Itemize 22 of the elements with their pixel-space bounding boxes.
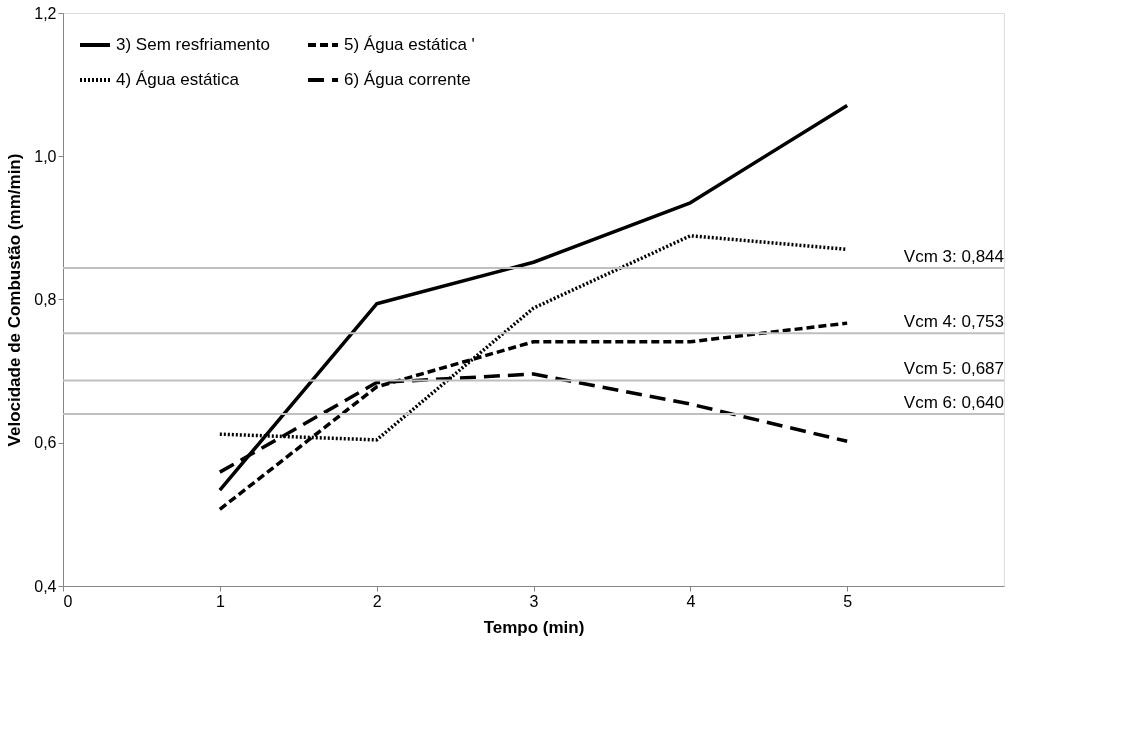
legend-label: 4) Água estática <box>116 70 240 89</box>
y-tick-label: 1,2 <box>34 4 57 22</box>
legend-label: 5) Água estática ' <box>344 35 475 54</box>
x-tick-label: 2 <box>372 592 382 610</box>
legend-label: 3) Sem resfriamento <box>116 35 270 54</box>
ref-line-label: Vcm 3: 0,844 <box>903 246 1004 266</box>
x-tick-label: 0 <box>63 592 73 610</box>
y-tick-label: 0,4 <box>34 577 57 595</box>
x-tick-label: 4 <box>686 592 696 610</box>
x-tick-label: 3 <box>529 592 539 610</box>
ref-line-label: Vcm 6: 0,640 <box>903 393 1004 413</box>
x-tick-label: 1 <box>215 592 225 610</box>
ref-line-label: Vcm 4: 0,753 <box>903 312 1004 332</box>
x-axis-title: Tempo (min) <box>483 617 585 637</box>
y-tick-label: 0,6 <box>34 434 57 452</box>
ref-line-label: Vcm 5: 0,687 <box>903 359 1004 379</box>
y-axis-title: Velocidade de Combustão (mm/min) <box>5 153 25 447</box>
legend-label: 6) Água corrente <box>344 70 471 89</box>
line-series <box>218 103 849 492</box>
x-tick-label: 5 <box>843 592 853 610</box>
y-tick-label: 0,8 <box>34 291 57 308</box>
y-tick-label: 1,0 <box>34 147 57 165</box>
